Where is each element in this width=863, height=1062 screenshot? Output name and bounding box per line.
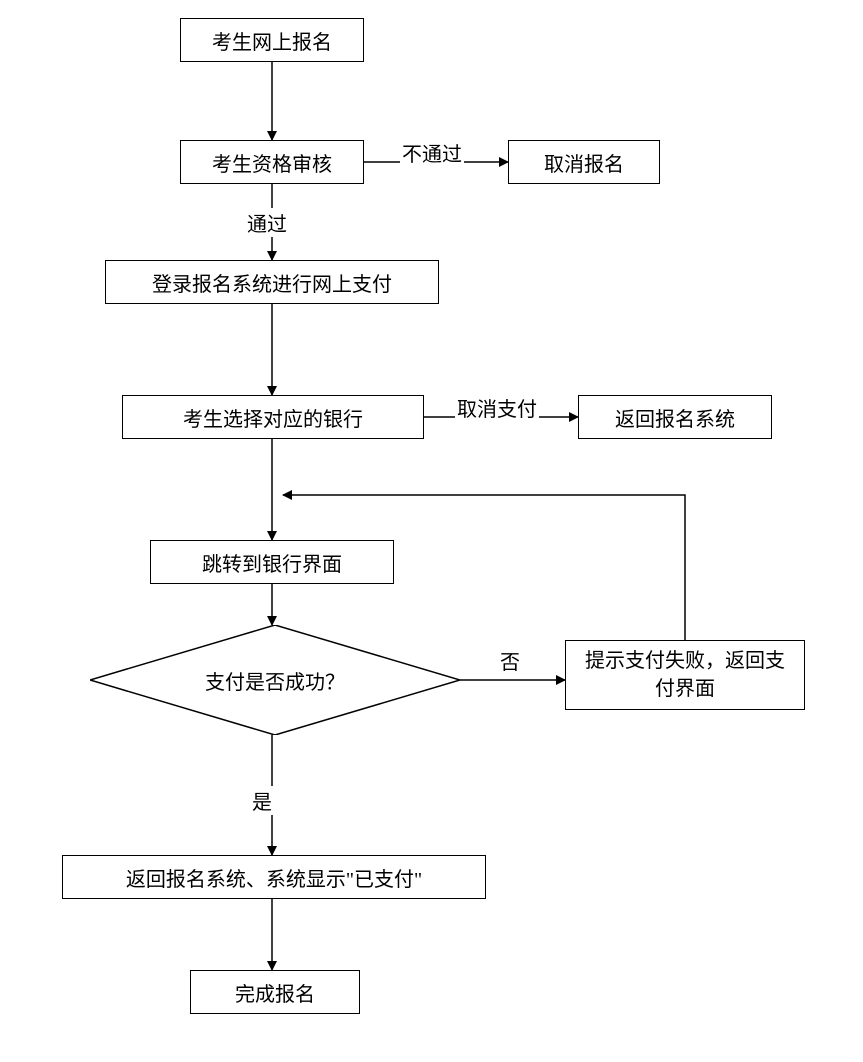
node-paid-status: 返回报名系统、系统显示"已支付" — [62, 855, 486, 899]
node-bank-page: 跳转到银行界面 — [150, 540, 394, 584]
edge-label-cancel-pay: 取消支付 — [455, 393, 539, 422]
node-complete: 完成报名 — [190, 970, 360, 1014]
node-label: 考生选择对应的银行 — [183, 403, 363, 432]
edge-label-pass: 通过 — [245, 208, 289, 237]
node-label: 返回报名系统、系统显示"已支付" — [126, 863, 422, 892]
node-online-register: 考生网上报名 — [180, 18, 364, 62]
node-payment-failed: 提示支付失败，返回支付界面 — [565, 640, 805, 710]
node-label: 提示支付失败，返回支付界面 — [578, 647, 792, 703]
node-label: 登录报名系统进行网上支付 — [152, 268, 392, 297]
node-label: 取消报名 — [544, 148, 624, 177]
decision-payment-success: 支付是否成功？ — [90, 625, 460, 735]
node-qualification-review: 考生资格审核 — [180, 140, 364, 184]
node-label: 考生网上报名 — [212, 26, 332, 55]
node-cancel-register: 取消报名 — [508, 140, 660, 184]
node-select-bank: 考生选择对应的银行 — [122, 395, 424, 439]
node-return-system: 返回报名系统 — [578, 395, 772, 439]
node-login-pay: 登录报名系统进行网上支付 — [105, 260, 439, 304]
edge-label-fail: 不通过 — [400, 138, 464, 167]
node-label: 考生资格审核 — [212, 148, 332, 177]
decision-label: 支付是否成功？ — [205, 666, 345, 695]
edge-label-yes: 是 — [250, 786, 274, 815]
node-label: 跳转到银行界面 — [202, 548, 342, 577]
node-label: 返回报名系统 — [615, 403, 735, 432]
edge-label-no: 否 — [498, 646, 522, 675]
node-label: 完成报名 — [235, 978, 315, 1007]
